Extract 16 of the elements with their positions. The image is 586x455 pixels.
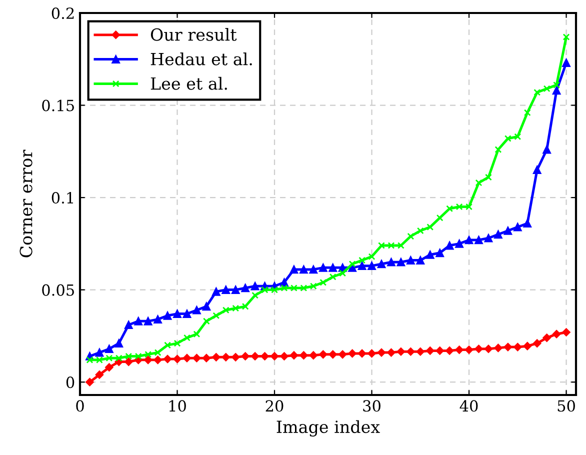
x-axis-title: Image index: [276, 420, 380, 437]
legend-label: Lee et al.: [150, 76, 227, 90]
legend-label: Our result: [150, 28, 237, 41]
x-tick-label: 50: [558, 400, 575, 412]
y-tick-label: 0.15: [42, 100, 74, 112]
y-tick-label: 0.2: [52, 7, 74, 20]
x-tick-label: 30: [363, 400, 380, 412]
x-tick-label: 20: [266, 400, 284, 412]
legend-label: Hedau et al.: [150, 52, 252, 66]
x-tick-label: 10: [169, 400, 186, 412]
y-axis-title: Corner error: [20, 150, 32, 258]
y-tick-label: 0.1: [52, 192, 73, 204]
x-tick-label: 40: [460, 400, 478, 412]
y-tick-label: 0: [66, 376, 74, 388]
y-tick-label: 0.05: [42, 284, 74, 296]
x-tick-label: 0: [76, 400, 84, 412]
